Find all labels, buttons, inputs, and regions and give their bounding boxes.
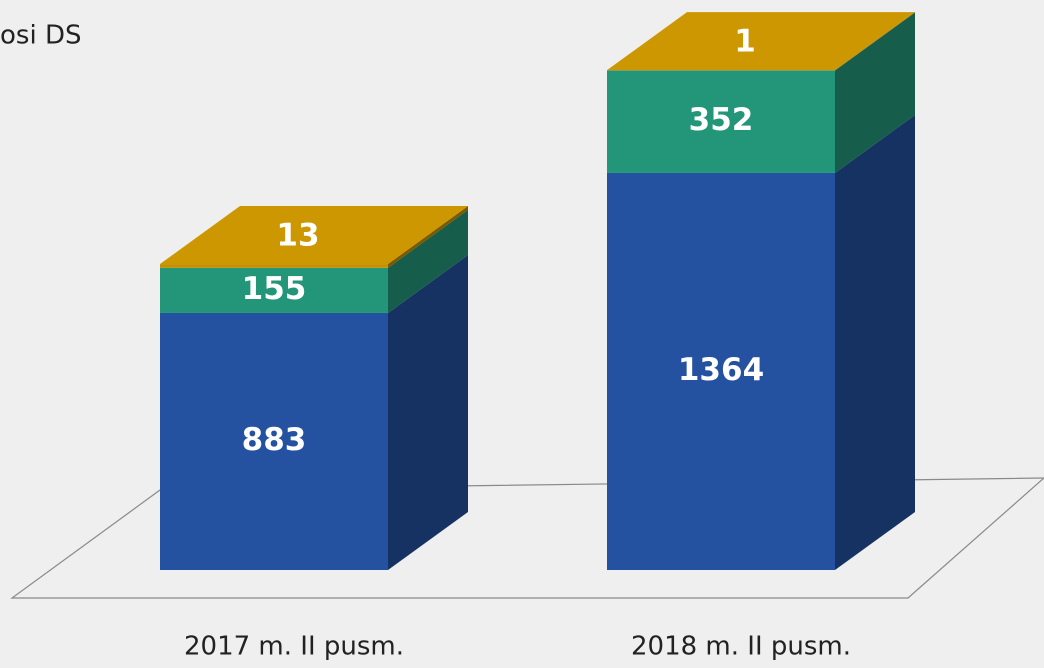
- x-tick-label: 2017 m. II pusm.: [184, 632, 404, 662]
- value-label: 1: [734, 24, 756, 60]
- bar-segment: [160, 312, 388, 570]
- bar-side: [835, 12, 915, 173]
- x-tick-label: 2018 m. II pusm.: [631, 632, 851, 662]
- legend-text: osi DS: [0, 21, 81, 51]
- value-label: 13: [276, 218, 319, 254]
- bar-segment: [607, 70, 835, 173]
- bar-side: [388, 206, 468, 268]
- bar-segment: [607, 172, 835, 570]
- value-label: 1364: [678, 352, 764, 388]
- value-label: 883: [242, 422, 307, 458]
- bar-side: [388, 254, 468, 571]
- bar-side: [835, 12, 915, 71]
- bar-segment: [160, 267, 388, 313]
- bar-side: [835, 114, 915, 570]
- bar-top: [607, 12, 915, 71]
- bar-side: [388, 209, 468, 313]
- value-label: 155: [242, 271, 307, 307]
- bar-segment: [160, 264, 388, 268]
- floor: [10, 477, 1044, 599]
- value-label: 352: [689, 102, 754, 138]
- bar-top: [160, 206, 468, 265]
